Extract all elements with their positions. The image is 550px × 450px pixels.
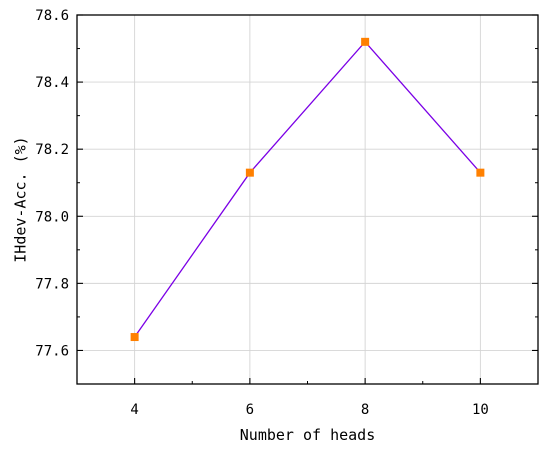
data-point xyxy=(130,333,139,342)
series-layer xyxy=(130,37,485,342)
series-line xyxy=(134,40,481,338)
x-tick-label: 10 xyxy=(472,402,489,418)
y-tick-label: 77.8 xyxy=(35,276,69,292)
x-axis-title: Number of heads xyxy=(240,426,375,444)
y-tick-label: 78.2 xyxy=(35,142,69,158)
x-tick-label: 6 xyxy=(246,402,254,418)
x-tick-label: 8 xyxy=(361,402,369,418)
y-tick-label: 77.6 xyxy=(35,343,69,359)
y-tick-label: 78.0 xyxy=(35,209,69,225)
data-point xyxy=(245,168,254,177)
x-tick-label: 4 xyxy=(130,402,138,418)
y-axis-title: IHdev-Acc. (%) xyxy=(12,136,30,262)
grid xyxy=(77,14,538,384)
data-point xyxy=(476,168,485,177)
y-tick-label: 78.4 xyxy=(35,75,69,91)
major-ticks xyxy=(77,14,538,384)
data-point xyxy=(361,37,370,46)
tick-labels: 4 6 8 10 77.6 77.8 78.0 78.2 78.4 78.6 xyxy=(35,8,489,418)
plot-frame xyxy=(76,14,539,385)
y-tick-label: 78.6 xyxy=(35,8,69,24)
